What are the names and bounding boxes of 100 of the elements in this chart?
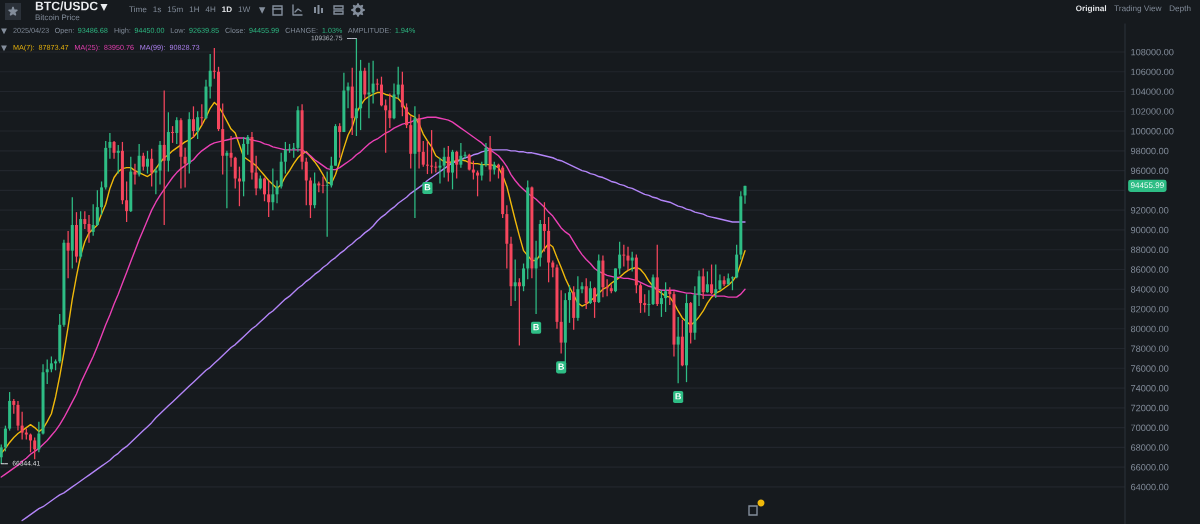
candlestick — [363, 67, 367, 100]
y-tick-label: 100000.00 — [1131, 127, 1174, 135]
candlestick — [425, 140, 429, 175]
candlestick — [534, 240, 538, 315]
y-tick-label: 106000.00 — [1131, 68, 1174, 76]
candlestick — [154, 167, 158, 195]
y-tick-label: 70000.00 — [1131, 424, 1169, 432]
text: 1s — [153, 6, 162, 13]
candlestick — [145, 150, 149, 175]
y-tick-label: 74000.00 — [1131, 385, 1169, 392]
candlestick — [463, 151, 467, 160]
candlestick — [233, 156, 237, 190]
candlestick — [388, 92, 392, 129]
candlestick — [3, 425, 7, 452]
candlestick — [484, 142, 488, 168]
candlestick — [91, 203, 95, 237]
candlestick — [685, 293, 689, 383]
candlestick — [405, 102, 409, 129]
candlestick — [639, 282, 643, 314]
y-tick-label: 96000.00 — [1130, 167, 1169, 175]
candlestick — [33, 436, 37, 460]
candlestick — [304, 157, 308, 206]
candlestick — [229, 135, 233, 168]
candlestick — [283, 141, 287, 175]
y-tick-label: 88000.00 — [1130, 246, 1169, 254]
text: Time — [129, 6, 147, 13]
annotation: B — [424, 184, 431, 191]
candlestick — [116, 144, 120, 175]
candlestick — [208, 53, 212, 100]
candlestick — [400, 71, 404, 117]
y-tick-label: 76000.00 — [1131, 365, 1169, 372]
candlestick — [622, 244, 626, 268]
candlestick — [643, 293, 647, 314]
y-tick-label: 98000.00 — [1130, 147, 1169, 155]
candlestick — [379, 76, 383, 107]
candlestick — [438, 157, 442, 185]
candlestick — [488, 135, 492, 183]
candlestick — [396, 66, 400, 100]
candlestick — [183, 147, 187, 189]
candlestick — [605, 278, 609, 297]
y-tick-label: 86000.00 — [1130, 266, 1169, 273]
y-tick-label: 92000.00 — [1130, 207, 1169, 214]
candlestick — [137, 143, 141, 178]
text: 94455.99 — [1130, 182, 1164, 189]
candlestick — [593, 286, 597, 319]
text: Original — [1076, 5, 1107, 13]
candlestick — [100, 180, 104, 216]
y-tick-label: 64000.00 — [1131, 483, 1169, 491]
candlestick — [325, 170, 329, 238]
candlestick — [346, 81, 350, 109]
candlestick — [212, 47, 216, 80]
y-tick-label: 104000.00 — [1131, 88, 1174, 95]
candlestick — [313, 171, 317, 209]
y-tick-label: 78000.00 — [1131, 345, 1169, 352]
candlestick — [200, 103, 204, 126]
candlestick — [559, 289, 563, 355]
candlestick — [630, 251, 634, 273]
candlestick — [271, 167, 275, 211]
y-tick-label: 80000.00 — [1130, 325, 1169, 333]
y-tick-label: 84000.00 — [1130, 286, 1169, 293]
candlestick — [87, 214, 91, 244]
candlestick — [267, 179, 271, 218]
candlestick — [125, 180, 129, 223]
candlestick — [459, 142, 463, 169]
annotation: B — [558, 363, 564, 370]
candlestick — [517, 277, 521, 347]
candlestick — [354, 37, 358, 137]
candlestick — [522, 262, 526, 292]
candlestick — [175, 116, 179, 145]
text: 1D — [222, 6, 232, 13]
candlestick — [659, 289, 663, 318]
candlestick — [647, 289, 651, 317]
candlestick — [455, 150, 459, 180]
candlestick — [664, 281, 668, 313]
candlestick — [580, 281, 584, 294]
candlestick — [191, 105, 195, 139]
candlestick — [705, 270, 709, 294]
candlestick — [451, 149, 455, 191]
candlestick — [480, 161, 484, 182]
candlestick — [384, 98, 388, 154]
candlestick — [321, 175, 325, 194]
chart-title: BTC/USDC — [35, 1, 98, 11]
candlestick — [476, 169, 480, 197]
candlestick — [568, 284, 572, 324]
candlestick — [701, 267, 705, 300]
annotation: B — [533, 323, 539, 331]
candlestick — [371, 60, 375, 105]
candlestick — [588, 280, 592, 305]
candlestick — [254, 155, 258, 196]
candlestick — [446, 145, 450, 183]
text: 1H — [189, 6, 199, 13]
candlestick — [618, 241, 622, 276]
candlestick — [246, 134, 250, 156]
candlestick — [442, 147, 446, 179]
candlestick — [722, 275, 726, 287]
candlestick — [735, 244, 739, 279]
candlestick — [542, 201, 546, 253]
candlestick — [613, 267, 617, 293]
candlestick — [162, 89, 166, 226]
y-tick-label: 102000.00 — [1131, 108, 1174, 115]
